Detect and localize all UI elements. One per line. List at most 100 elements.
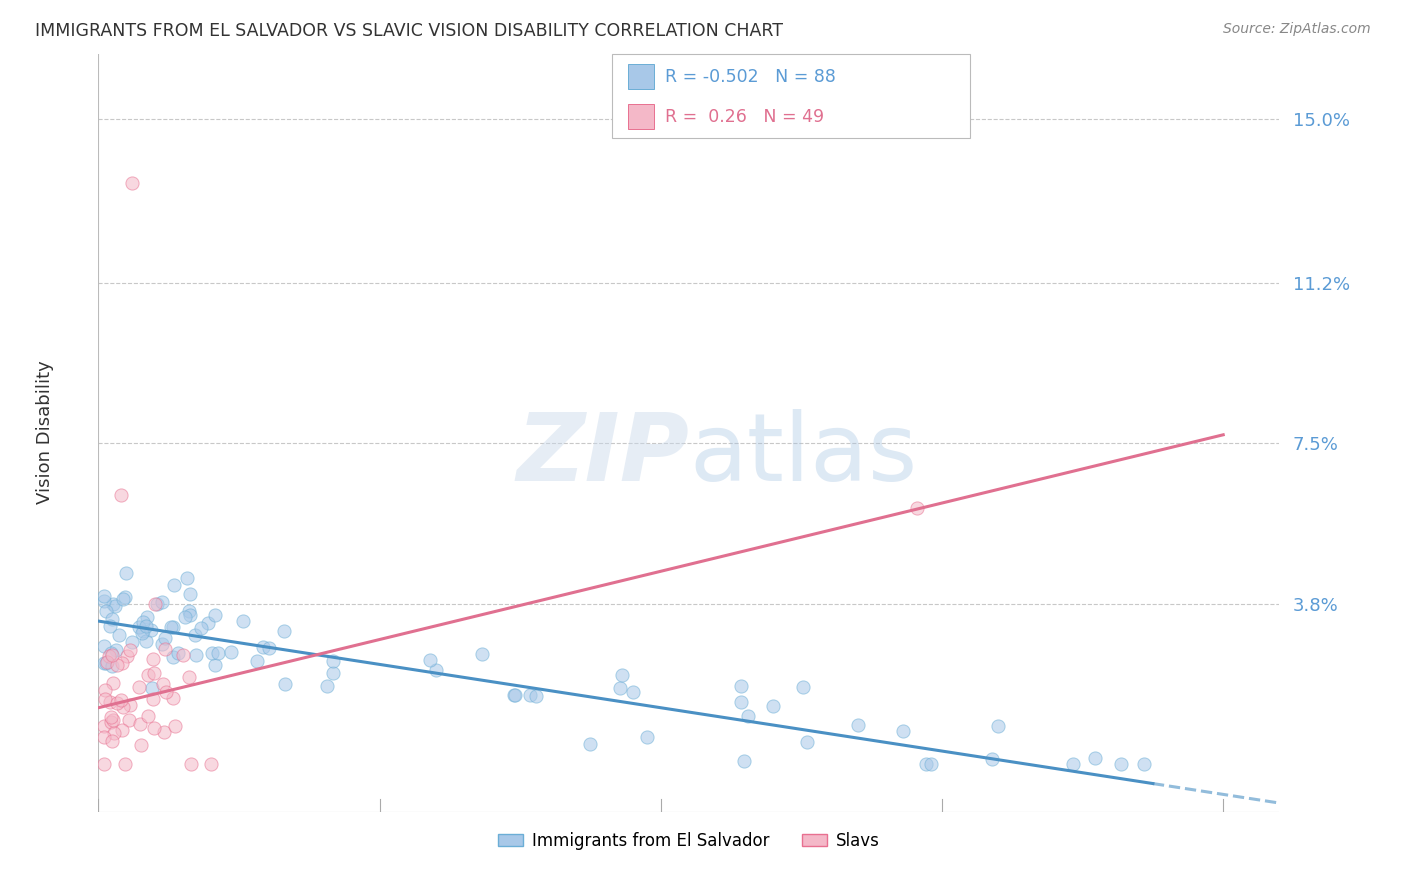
- Point: [103, 713, 125, 727]
- Point: [114, 757, 136, 772]
- Point: [104, 643, 127, 657]
- Point: [105, 696, 128, 710]
- Text: Vision Disability: Vision Disability: [37, 360, 55, 505]
- Point: [796, 735, 818, 749]
- Point: [103, 726, 125, 740]
- Point: [610, 667, 633, 681]
- Point: [981, 752, 1004, 766]
- Point: [112, 591, 135, 606]
- Point: [184, 628, 207, 642]
- Point: [135, 634, 157, 648]
- Point: [118, 642, 141, 657]
- Point: [846, 718, 869, 732]
- Point: [96, 604, 118, 618]
- Point: [135, 618, 157, 632]
- Point: [921, 757, 943, 772]
- Point: [155, 685, 177, 699]
- Point: [166, 646, 188, 660]
- Point: [100, 648, 122, 662]
- Point: [219, 645, 242, 659]
- Point: [139, 623, 162, 637]
- Point: [118, 714, 141, 728]
- Point: [163, 719, 186, 733]
- Point: [159, 620, 181, 634]
- Point: [987, 719, 1010, 733]
- Point: [179, 587, 201, 601]
- Point: [204, 607, 226, 622]
- Point: [578, 737, 600, 751]
- Point: [246, 654, 269, 668]
- Point: [792, 680, 814, 694]
- Point: [93, 757, 115, 772]
- Point: [257, 640, 280, 655]
- Point: [131, 625, 153, 640]
- Point: [737, 709, 759, 723]
- Point: [200, 757, 222, 772]
- Point: [162, 620, 184, 634]
- Point: [274, 677, 297, 691]
- Point: [98, 695, 121, 709]
- Point: [155, 641, 177, 656]
- Text: atlas: atlas: [689, 409, 917, 501]
- Point: [184, 648, 207, 662]
- Point: [132, 624, 155, 638]
- Point: [120, 698, 142, 713]
- Point: [425, 663, 447, 677]
- Point: [105, 657, 128, 672]
- Point: [93, 719, 115, 733]
- Text: Source: ZipAtlas.com: Source: ZipAtlas.com: [1223, 22, 1371, 37]
- Point: [153, 632, 176, 646]
- Point: [232, 614, 254, 628]
- Point: [110, 693, 132, 707]
- Point: [893, 723, 915, 738]
- Point: [93, 590, 115, 604]
- Point: [915, 757, 938, 772]
- Point: [322, 666, 344, 681]
- Point: [162, 649, 184, 664]
- Point: [100, 714, 122, 729]
- Point: [128, 680, 150, 694]
- Point: [1062, 757, 1084, 772]
- Point: [94, 682, 117, 697]
- Point: [162, 578, 184, 592]
- Point: [143, 597, 166, 611]
- Point: [129, 716, 152, 731]
- Point: [322, 654, 344, 668]
- Point: [93, 731, 115, 745]
- Point: [111, 699, 134, 714]
- Point: [101, 598, 124, 612]
- Point: [98, 619, 121, 633]
- Point: [121, 177, 143, 191]
- Point: [142, 721, 165, 735]
- Point: [179, 607, 201, 622]
- Text: ZIP: ZIP: [516, 409, 689, 501]
- Point: [180, 757, 202, 772]
- Point: [121, 635, 143, 649]
- Point: [905, 501, 928, 516]
- Point: [110, 488, 132, 502]
- Point: [762, 699, 785, 714]
- Point: [197, 615, 219, 630]
- Point: [162, 691, 184, 706]
- Point: [98, 648, 121, 663]
- Point: [94, 656, 117, 670]
- Text: IMMIGRANTS FROM EL SALVADOR VS SLAVIC VISION DISABILITY CORRELATION CHART: IMMIGRANTS FROM EL SALVADOR VS SLAVIC VI…: [35, 22, 783, 40]
- Point: [142, 652, 165, 666]
- Point: [1133, 757, 1156, 772]
- Point: [1109, 757, 1132, 772]
- Point: [93, 656, 115, 670]
- Point: [273, 624, 295, 639]
- Point: [733, 754, 755, 768]
- Point: [146, 597, 169, 611]
- Point: [176, 571, 198, 585]
- Point: [136, 708, 159, 723]
- Point: [100, 734, 122, 748]
- Point: [101, 676, 124, 690]
- Point: [136, 609, 159, 624]
- Point: [524, 690, 547, 704]
- Point: [190, 621, 212, 635]
- Point: [141, 681, 163, 695]
- Point: [100, 647, 122, 661]
- Point: [419, 653, 441, 667]
- Point: [730, 695, 752, 709]
